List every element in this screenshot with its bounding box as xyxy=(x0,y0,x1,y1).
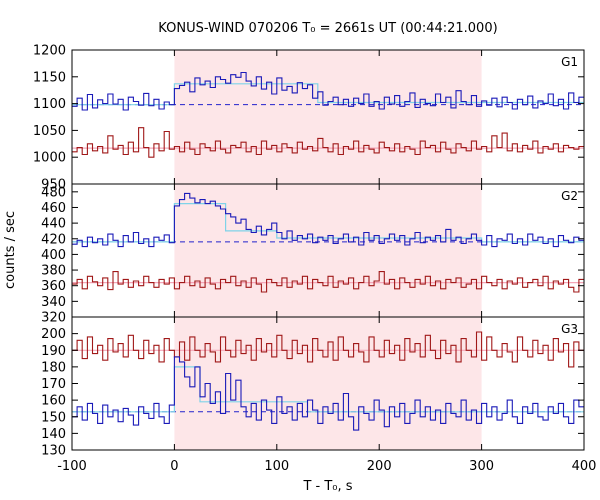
panel-g1: 950 1000 1050 1100 1150 1200 G1 xyxy=(33,44,585,193)
y-tick-label: 200 xyxy=(41,327,66,342)
x-tick-label: 100 xyxy=(264,459,289,474)
x-axis-label: T - T₀, s xyxy=(302,479,352,494)
y-tick-label: 480 xyxy=(41,185,66,200)
y-tick-label: 950 xyxy=(41,178,66,193)
y-tick-label: 180 xyxy=(41,360,66,375)
y-tick-label: 170 xyxy=(41,377,66,392)
y-tick-label: 340 xyxy=(41,295,66,310)
y-tick-label: 190 xyxy=(41,344,66,359)
y-tick-label: 1100 xyxy=(33,97,66,112)
y-tick-label: 400 xyxy=(41,248,66,263)
y-tick-label: 150 xyxy=(41,410,66,425)
x-tick-label: -100 xyxy=(57,459,87,474)
chart-title: KONUS-WIND 070206 T₀ = 2661s UT (00:44:2… xyxy=(158,21,497,36)
y-tick-label: 420 xyxy=(41,232,66,247)
series-blue-histogram xyxy=(72,192,584,248)
y-tick-label: 380 xyxy=(41,264,66,279)
y-tick-label: 320 xyxy=(41,311,66,326)
y-tick-label: 1150 xyxy=(33,70,66,85)
series-blue-histogram xyxy=(72,356,584,431)
y-tick-label: 1050 xyxy=(33,124,66,139)
fit-line-blue xyxy=(72,83,584,106)
plot-area: 95010001050110011501200G1320340360380400… xyxy=(33,44,597,475)
y-tick-label: 1200 xyxy=(33,44,66,59)
panel-label: G3 xyxy=(561,322,578,336)
panel-label: G2 xyxy=(561,189,578,203)
x-tick-label: 0 xyxy=(170,459,178,474)
y-tick-label: 360 xyxy=(41,279,66,294)
series-red-histogram xyxy=(72,271,584,293)
series-red-histogram xyxy=(72,127,584,158)
y-axis-label: counts / sec xyxy=(3,211,18,289)
y-tick-label: 1000 xyxy=(33,151,66,166)
x-tick-label: 400 xyxy=(572,459,597,474)
x-tick-label: 300 xyxy=(469,459,494,474)
y-tick-label: 160 xyxy=(41,394,66,409)
panel-label: G1 xyxy=(561,55,578,69)
y-tick-label: 460 xyxy=(41,201,66,216)
y-tick-label: 140 xyxy=(41,427,66,442)
y-tick-label: 130 xyxy=(41,444,66,459)
y-tick-label: 440 xyxy=(41,217,66,232)
highlight-interval xyxy=(174,50,482,450)
series-red-histogram xyxy=(72,331,584,368)
x-tick-label: 200 xyxy=(367,459,392,474)
series-blue-histogram xyxy=(72,71,584,111)
